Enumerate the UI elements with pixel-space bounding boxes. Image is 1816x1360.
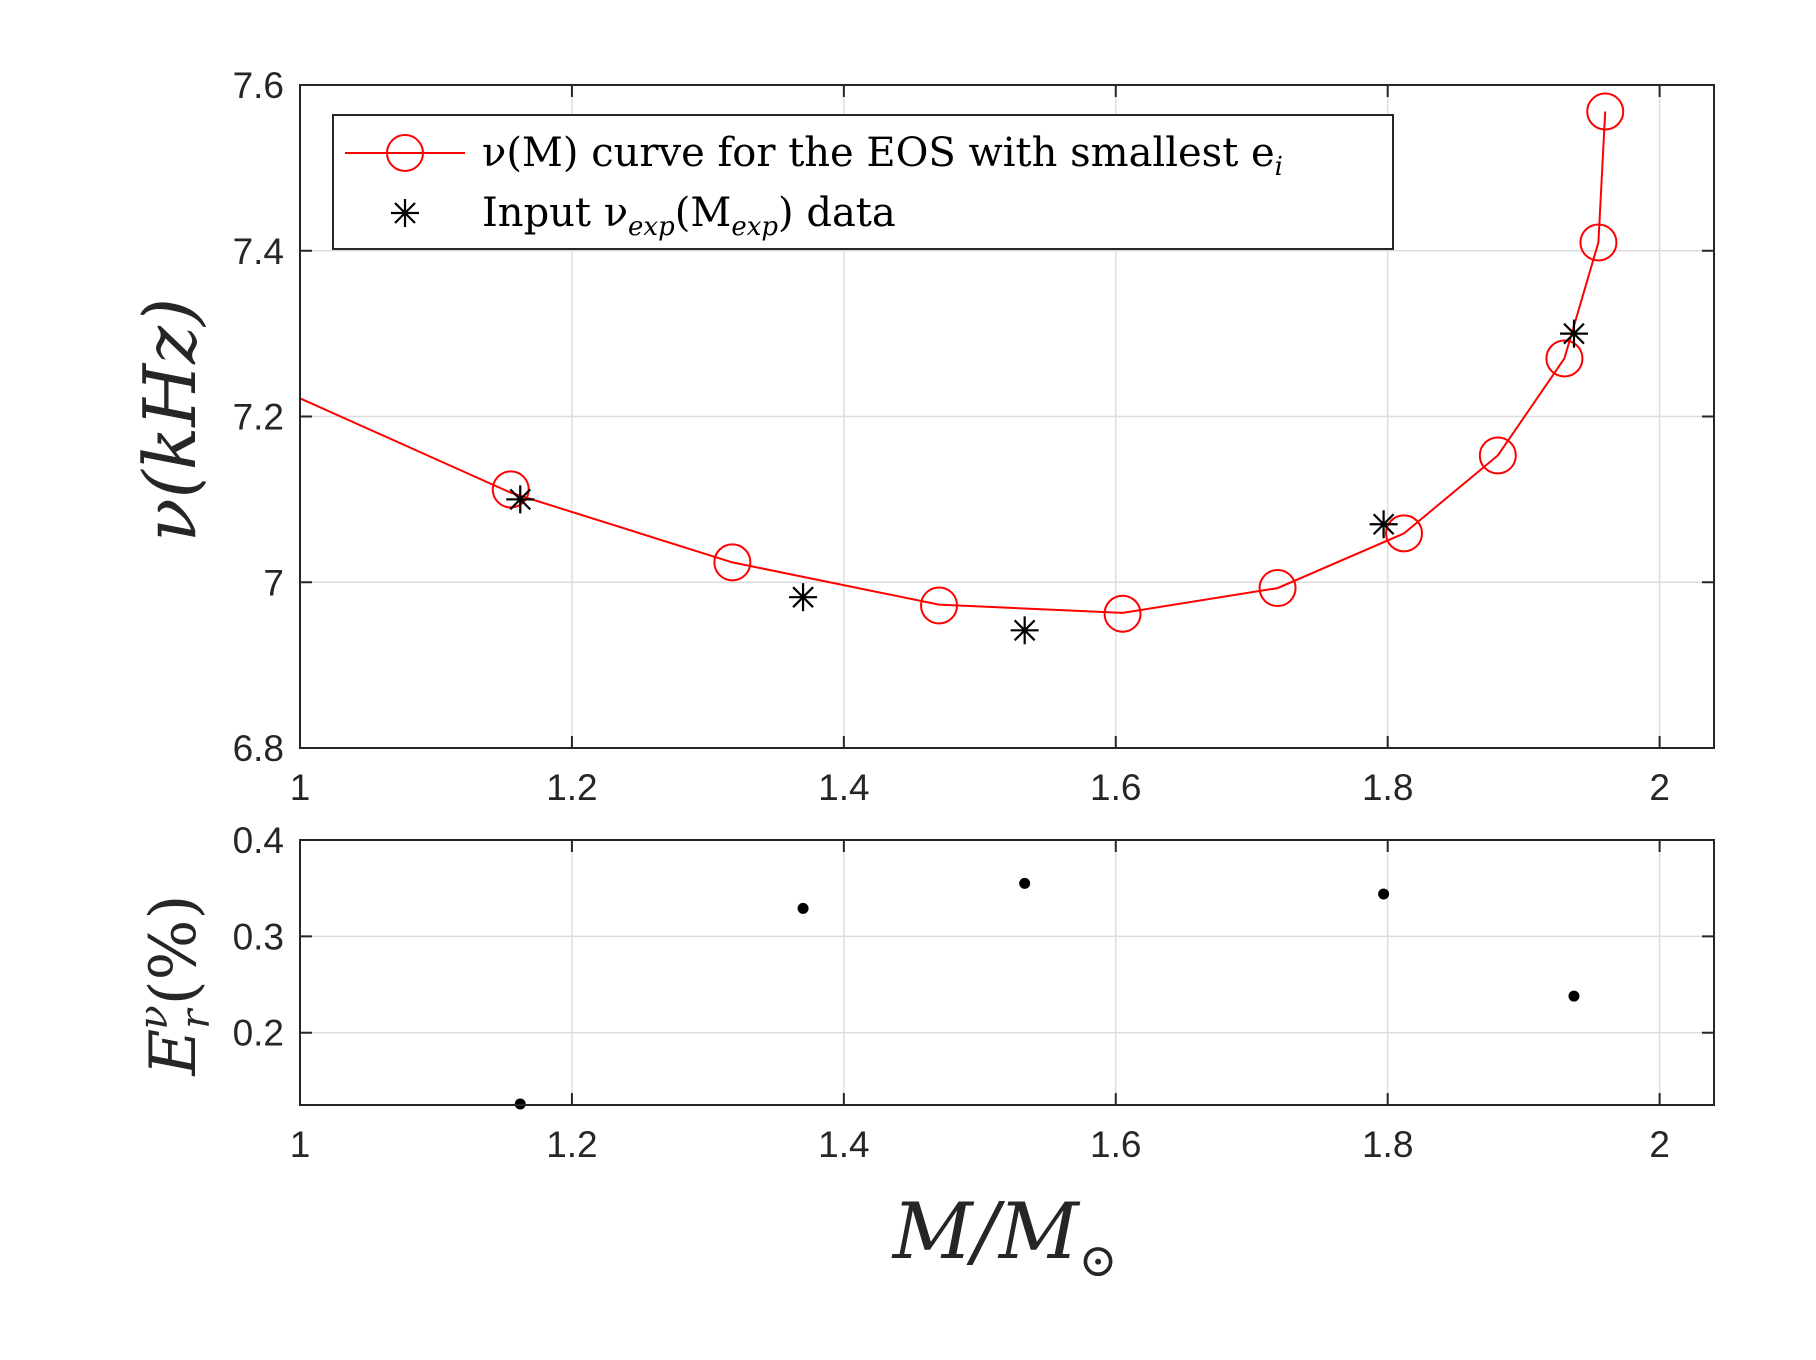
bottom-y-tick-label: 0.2: [233, 1013, 284, 1054]
legend-asterisk-marker: [391, 199, 419, 227]
legend-entry-curve: ν(M) curve for the EOS with smallest ei: [482, 130, 1283, 182]
error-data-point: [797, 902, 809, 914]
bottom-x-tick-label: 1: [290, 1124, 311, 1165]
top-x-tick-label: 1.6: [1090, 767, 1141, 808]
nu-curve-point: [1579, 223, 1618, 262]
legend-circle-marker: [386, 134, 424, 172]
top-x-tick-label: 1.4: [818, 767, 869, 808]
nu-curve-point: [1258, 569, 1297, 608]
error-data-point: [1378, 888, 1390, 900]
top-x-tick-label: 1.8: [1362, 767, 1413, 808]
nu-curve-point: [1478, 436, 1517, 475]
nu-curve-point: [1103, 594, 1142, 633]
bottom-series: [514, 877, 1580, 1110]
nu-curve-point: [920, 586, 959, 625]
error-data-point: [1019, 877, 1031, 889]
top-y-axis-label-text: ν(kHz): [128, 298, 212, 542]
input-data-point: [1010, 616, 1039, 645]
bottom-x-tick-label: 1.6: [1090, 1124, 1141, 1165]
top-x-tick-label: 2: [1649, 767, 1670, 808]
top-y-tick-label: 7: [263, 562, 284, 603]
bottom-x-tick-label: 1.2: [546, 1124, 597, 1165]
top-y-tick-label: 7.6: [233, 65, 284, 106]
x-axis-label: M/M⊙: [891, 1187, 1118, 1287]
error-data-point: [1568, 990, 1580, 1002]
bottom-panel: 1 1.2 1.4 1.6 1.8 2 0.2 0.3 0.4 Erν(%) M/M⊙: [131, 820, 1715, 1287]
bottom-y-tick-label: 0.4: [233, 820, 284, 861]
nu-curve-point: [713, 543, 752, 582]
legend-entry-input: Input νexp(Mexp) data: [482, 190, 896, 242]
bottom-ticks: 1 1.2 1.4 1.6 1.8 2 0.2 0.3 0.4: [233, 820, 1714, 1165]
top-x-tick-label: 1.2: [546, 767, 597, 808]
input-data-point: [789, 583, 818, 612]
nu-curve-point: [1385, 514, 1424, 553]
top-y-tick-label: 6.8: [233, 728, 284, 769]
input-data-point: [1559, 319, 1588, 348]
input-data-point: [506, 485, 535, 514]
bottom-y-tick-label: 0.3: [233, 916, 284, 957]
legend-box: [332, 114, 1394, 250]
top-panel: 1 1.2 1.4 1.6 1.8 2 6.8 7 7.2 7.4 7.6 ν(kHz) ν(M) …: [128, 65, 1715, 808]
top-series: [299, 92, 1625, 645]
top-x-tick-label: 1: [290, 767, 311, 808]
bottom-plot-area: [300, 840, 1714, 1105]
bottom-x-tick-label: 2: [1649, 1124, 1670, 1165]
nu-curve-point: [1586, 92, 1625, 131]
bottom-x-tick-label: 1.4: [818, 1124, 869, 1165]
top-ticks: 1 1.2 1.4 1.6 1.8 2 6.8 7 7.2 7.4 7.6: [233, 65, 1714, 808]
input-data-point: [1369, 510, 1398, 539]
nu-curve-line: [299, 111, 1607, 614]
bottom-axes-box: [299, 839, 1715, 1106]
bottom-x-tick-label: 1.8: [1362, 1124, 1413, 1165]
legend: ν(M) curve for the EOS with smallest ei …: [332, 114, 1394, 250]
top-y-axis-label: ν(kHz): [128, 298, 212, 542]
top-y-tick-label: 7.4: [233, 231, 284, 272]
nu-curve-point: [1545, 339, 1584, 378]
top-y-tick-label: 7.2: [233, 397, 284, 438]
bottom-y-axis-label: Erν(%): [131, 895, 219, 1077]
